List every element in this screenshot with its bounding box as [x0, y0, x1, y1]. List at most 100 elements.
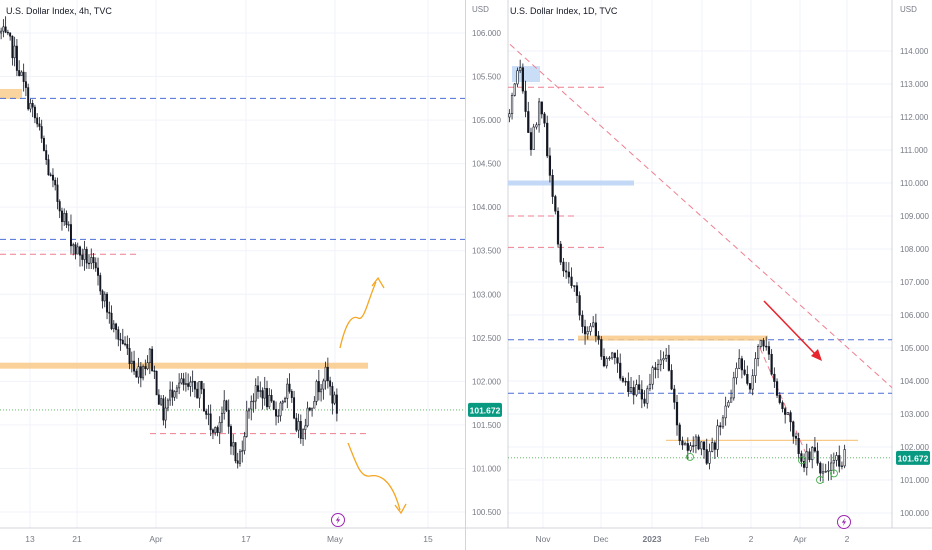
left-y-tick-label: 101.000	[472, 464, 501, 473]
right-y-tick-label: 101.000	[900, 476, 929, 485]
candle	[684, 443, 687, 446]
candle	[130, 360, 133, 365]
right-y-tick-label: 103.000	[900, 410, 929, 419]
candle	[659, 359, 662, 365]
candle	[29, 103, 32, 110]
candle	[110, 312, 113, 330]
candle	[702, 441, 706, 450]
candle	[54, 179, 57, 186]
candle	[65, 213, 68, 225]
candle	[148, 348, 151, 364]
candle	[166, 399, 169, 409]
candle	[775, 381, 779, 396]
candle	[234, 442, 237, 462]
candle	[724, 405, 727, 419]
candle	[223, 400, 226, 414]
left-y-tick-label: 101.500	[472, 421, 501, 430]
projection-down-path	[347, 442, 401, 511]
low-marker	[798, 456, 806, 465]
candle	[297, 421, 300, 431]
short-trendline	[759, 347, 807, 454]
candle	[770, 353, 773, 375]
candle	[840, 465, 844, 468]
candle	[570, 276, 573, 286]
candle	[101, 290, 104, 302]
candle	[38, 123, 41, 127]
x-tick-label: Nov	[535, 534, 551, 544]
candle	[651, 367, 654, 385]
candle	[578, 295, 581, 316]
candle	[178, 382, 181, 389]
candle	[786, 412, 789, 415]
candle	[646, 388, 649, 404]
left-chart-svg[interactable]: 13 21 Apr 17 May 15	[0, 0, 466, 550]
left-y-tick-label: 100.500	[472, 508, 501, 517]
candle	[640, 389, 643, 400]
candle	[746, 373, 749, 384]
candle	[619, 362, 622, 379]
candle	[135, 370, 138, 378]
candle	[112, 323, 115, 330]
candle	[562, 261, 565, 272]
candle	[816, 450, 819, 464]
candle	[635, 384, 638, 396]
candle	[527, 111, 530, 133]
low-marker	[686, 452, 694, 461]
right-y-tick-label: 110.000	[900, 179, 929, 188]
right-y-tick-label: 107.000	[900, 278, 929, 287]
candle	[268, 395, 271, 408]
candle	[735, 367, 738, 379]
candle	[295, 417, 298, 431]
candle	[335, 394, 338, 414]
candle	[729, 397, 733, 403]
candle	[632, 387, 635, 396]
candle	[187, 383, 190, 387]
candle	[670, 370, 673, 390]
candle	[60, 210, 63, 223]
left-axis-unit: USD	[472, 5, 489, 14]
candle	[40, 126, 43, 139]
candle	[621, 377, 625, 382]
candle	[524, 90, 527, 112]
candle	[189, 381, 192, 387]
candle	[697, 436, 700, 450]
projection-up-path	[339, 281, 377, 349]
candle	[56, 184, 59, 202]
candle	[573, 285, 576, 287]
right-y-tick-label: 104.000	[900, 377, 929, 386]
candle	[20, 71, 23, 76]
right-y-tick-label: 108.000	[900, 245, 929, 254]
candle	[802, 461, 806, 468]
candle	[740, 358, 744, 371]
candle	[220, 412, 223, 423]
candle	[824, 471, 827, 473]
candle	[813, 447, 817, 452]
candle	[157, 394, 160, 405]
candle	[692, 445, 695, 447]
candle	[184, 383, 187, 385]
candle	[191, 380, 194, 383]
candle	[115, 323, 118, 330]
right-chart-svg[interactable]: USD 106.000 105.500 105.000 104.500 104.000 10…	[466, 0, 932, 550]
candle	[546, 122, 549, 157]
candle	[175, 387, 178, 392]
candle	[600, 339, 603, 357]
candle	[216, 427, 219, 433]
candle	[36, 117, 39, 125]
candle	[732, 377, 735, 399]
candle	[85, 248, 88, 264]
candle	[311, 407, 314, 411]
candle	[202, 388, 205, 412]
x-tick-label: 2	[845, 534, 850, 544]
candle	[759, 340, 762, 347]
candle	[261, 390, 264, 399]
left-y-tick-label: 106.000	[472, 29, 501, 38]
right-chart-panel: USD 106.000 105.500 105.000 104.500 104.000 10…	[466, 0, 932, 550]
candle	[83, 248, 86, 260]
candle	[180, 378, 183, 384]
candle	[320, 388, 323, 393]
resistance-zone	[0, 88, 22, 99]
candle	[638, 384, 641, 390]
candle	[797, 438, 800, 454]
right-y-tick-label: 113.000	[900, 80, 929, 89]
